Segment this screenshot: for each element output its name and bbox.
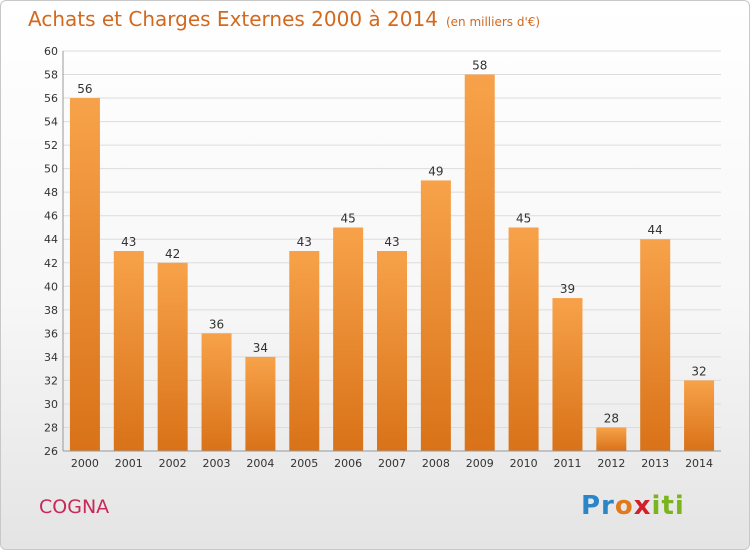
x-tick-label: 2003 <box>203 457 231 470</box>
data-label: 28 <box>604 411 619 425</box>
y-tick-label: 26 <box>44 445 58 458</box>
x-tick-label: 2011 <box>553 457 581 470</box>
bars: 56 43 42 36 34 43 45 43 49 58 45 39 28 44 32 <box>69 59 715 452</box>
logo-part-1: Pr <box>581 491 615 521</box>
x-tick-label: 2012 <box>597 457 625 470</box>
bar-2013 <box>640 239 671 451</box>
bar-2002 <box>157 262 188 451</box>
x-tick-label: 2008 <box>422 457 450 470</box>
y-tick-label: 42 <box>44 257 58 270</box>
logo-part-2: o <box>614 491 634 521</box>
logo-part-3: x <box>633 491 652 521</box>
data-label: 43 <box>121 235 136 249</box>
y-tick-label: 34 <box>44 351 58 364</box>
proxiti-logo: Proxiti <box>581 491 685 521</box>
x-tick-label: 2004 <box>246 457 274 470</box>
x-tick-label: 2014 <box>685 457 713 470</box>
data-label: 43 <box>384 235 399 249</box>
data-label: 56 <box>77 82 92 96</box>
bar-2010 <box>508 227 539 451</box>
axes: 26 28 30 32 34 36 38 40 42 44 46 48 50 52 54 56 58 60 2000… <box>44 45 721 470</box>
x-tick-label: 2009 <box>466 457 494 470</box>
bar-2009 <box>464 74 495 451</box>
data-label: 39 <box>560 282 575 296</box>
data-label: 49 <box>428 164 443 178</box>
bar-2008 <box>420 180 451 452</box>
y-tick-label: 38 <box>44 304 58 317</box>
bar-2003 <box>201 333 232 451</box>
x-tick-label: 2001 <box>115 457 143 470</box>
y-tick-label: 52 <box>44 139 58 152</box>
bar-2005 <box>289 251 320 451</box>
bar-2011 <box>552 298 583 451</box>
y-tick-label: 36 <box>44 327 58 340</box>
x-tick-label: 2000 <box>71 457 99 470</box>
y-tick-label: 60 <box>44 45 58 58</box>
title-text: Achats et Charges Externes 2000 à 2014 <box>28 7 438 31</box>
x-tick-label: 2006 <box>334 457 362 470</box>
x-tick-label: 2007 <box>378 457 406 470</box>
data-label: 58 <box>472 59 487 73</box>
bar-2012 <box>596 427 627 451</box>
data-label: 34 <box>253 341 268 355</box>
x-tick-label: 2013 <box>641 457 669 470</box>
x-tick-label: 2010 <box>510 457 538 470</box>
data-label: 43 <box>297 235 312 249</box>
bar-2004 <box>245 356 276 451</box>
data-label: 44 <box>648 223 663 237</box>
x-tick-label: 2002 <box>159 457 187 470</box>
data-label: 42 <box>165 247 180 261</box>
commune-name: COGNA <box>39 496 110 518</box>
data-label: 45 <box>340 211 355 225</box>
bar-2000 <box>69 98 100 451</box>
chart-title: Achats et Charges Externes 2000 à 2014 (e… <box>28 7 540 31</box>
data-label: 32 <box>691 364 706 378</box>
data-label: 36 <box>209 317 224 331</box>
data-label: 45 <box>516 211 531 225</box>
y-tick-label: 48 <box>44 186 58 199</box>
logo-part-4: iti <box>651 491 685 521</box>
y-tick-label: 54 <box>44 116 58 129</box>
y-tick-label: 32 <box>44 374 58 387</box>
bar-2014 <box>684 380 715 451</box>
y-tick-label: 46 <box>44 210 58 223</box>
bar-2006 <box>333 227 364 451</box>
subtitle-text: (en milliers d'€) <box>445 15 541 29</box>
bar-2001 <box>113 251 144 451</box>
y-tick-label: 58 <box>44 69 58 82</box>
bar-2007 <box>377 251 407 451</box>
y-tick-label: 44 <box>44 233 58 246</box>
y-tick-label: 56 <box>44 92 58 105</box>
y-tick-label: 40 <box>44 280 58 293</box>
y-tick-label: 28 <box>44 421 58 434</box>
x-tick-label: 2005 <box>290 457 318 470</box>
y-tick-label: 30 <box>44 398 58 411</box>
y-tick-label: 50 <box>44 163 58 176</box>
